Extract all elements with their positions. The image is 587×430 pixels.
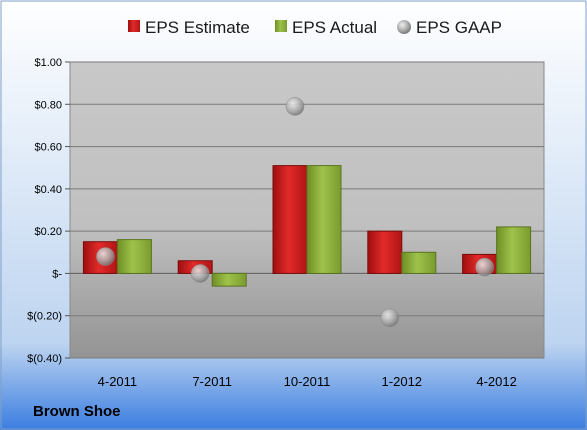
y-tick-label: $(0.40) [27, 353, 62, 365]
x-tick-label: 7-2011 [192, 374, 232, 389]
bar-eps-actual-4-2012 [496, 226, 532, 274]
legend-marker-eps-gaap [397, 20, 411, 34]
company-label: Brown Shoe [33, 403, 121, 420]
y-tick-label: $0.20 [34, 226, 62, 238]
legend-label-eps-estimate: EPS Estimate [145, 18, 250, 37]
marker-eps-gaap-7-2011 [190, 264, 210, 283]
y-tick-label: $(0.20) [27, 311, 62, 323]
marker-eps-gaap-4-2011 [96, 247, 115, 266]
legend-swatch-eps-estimate [128, 20, 140, 32]
legend-label-eps-gaap: EPS GAAP [416, 18, 502, 37]
gaap-markers [96, 97, 494, 328]
marker-eps-gaap-1-2012 [380, 308, 400, 328]
x-tick-label: 4-2011 [98, 374, 138, 389]
bar-eps-actual-7-2011 [211, 272, 247, 287]
y-tick-label: $- [52, 268, 62, 280]
marker-eps-gaap-10-2011 [285, 97, 305, 116]
bar-eps-actual-10-2011 [306, 165, 342, 274]
y-axis-tick-labels: $1.00 $0.80 $0.60 $0.40 $0.20 $- $(0.20) $(0.40… [27, 57, 62, 365]
y-tick-label: $1.00 [34, 57, 62, 69]
y-tick-label: $0.60 [34, 142, 62, 154]
bar-eps-estimate-1-2012 [367, 230, 403, 274]
bar-eps-actual-4-2011 [116, 239, 152, 274]
bar-eps-actual-1-2012 [401, 251, 437, 274]
marker-eps-gaap-4-2012 [475, 257, 494, 277]
legend: EPS Estimate EPS Actual EPS GAAP [128, 18, 502, 37]
x-tick-label: 1-2012 [382, 374, 422, 389]
legend-swatch-eps-actual [275, 20, 287, 32]
y-tick-label: $0.80 [34, 99, 62, 111]
x-tick-label: 10-2011 [284, 374, 331, 389]
bar-eps-estimate-10-2011 [272, 165, 308, 274]
x-axis-tick-labels: 4-2011 7-2011 10-2011 1-2012 4-2012 [98, 374, 517, 389]
bars [82, 165, 532, 287]
legend-label-eps-actual: EPS Actual [292, 18, 377, 37]
x-tick-label: 4-2012 [476, 374, 516, 389]
y-tick-label: $0.40 [34, 184, 62, 196]
